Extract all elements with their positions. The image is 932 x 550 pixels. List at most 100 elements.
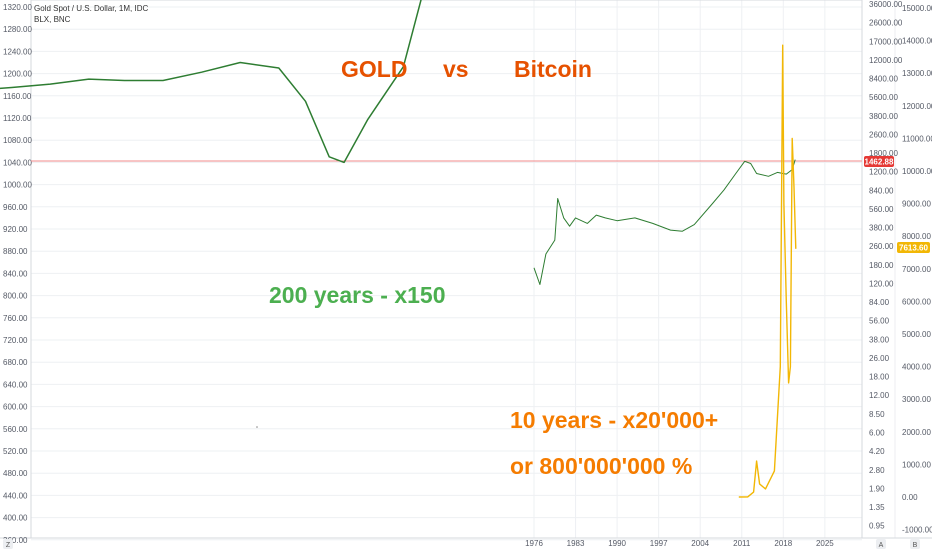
log-axis-tick-label: 12.00	[869, 391, 890, 400]
log-axis-tick-label: 1.35	[869, 503, 885, 512]
time-axis-tick-label: 1983	[567, 539, 585, 548]
title-gold: GOLD	[341, 56, 407, 82]
log-axis-tick-label: 26000.00	[869, 19, 903, 28]
left-axis-tick-label: 1240.00	[3, 47, 32, 56]
log-axis-tick-label: 26.00	[869, 354, 890, 363]
left-price-axis: 1320.00 1280.00 1240.00 1200.00 1160.00 1120.…	[3, 3, 32, 545]
right-axis-tick-label: 9000.00	[902, 200, 931, 209]
left-axis-tick-label: 1000.00	[3, 181, 32, 190]
left-axis-tick-label: 1120.00	[3, 114, 32, 123]
zoom-icon[interactable]: Z	[3, 539, 13, 549]
scale-settings-icon[interactable]: B	[910, 539, 920, 549]
left-axis-tick-label: 1160.00	[3, 92, 32, 101]
right-axis-tick-label: 13000.00	[902, 69, 932, 78]
left-axis-tick-label: 1040.00	[3, 158, 32, 167]
left-axis-tick-label: 640.00	[3, 380, 28, 389]
time-axis-tick-label: 2025	[816, 539, 834, 548]
log-axis-tick-label: 1.90	[869, 484, 885, 493]
left-axis-tick-label: 480.00	[3, 469, 28, 478]
bitcoin-line	[738, 44, 797, 498]
current-gold-price-tag: 1462.88	[864, 156, 894, 167]
log-axis-tick-label: 4.20	[869, 447, 885, 456]
time-axis-tick-label: 1976	[525, 539, 543, 548]
log-axis-tick-label: 2.80	[869, 466, 885, 475]
left-axis-tick-label: 400.00	[3, 514, 28, 523]
log-axis-tick-label: 12000.00	[869, 56, 903, 65]
left-axis-tick-label: 1200.00	[3, 70, 32, 79]
log-axis-tick-label: 8400.00	[869, 75, 898, 84]
left-axis-tick-label: 800.00	[3, 292, 28, 301]
symbol-title: Gold Spot / U.S. Dollar, 1M, IDC	[34, 4, 148, 13]
log-axis-tick-label: 56.00	[869, 317, 890, 326]
log-axis-tick-label: 1200.00	[869, 168, 898, 177]
log-price-axis: 36000.00 26000.00 17000.00 12000.00 8400.00 5…	[869, 0, 903, 531]
log-axis-tick-label: 36000.00	[869, 0, 903, 9]
bitcoin-percent-note: or 800'000'000 %	[510, 453, 692, 479]
time-axis-tick-label: 2018	[774, 539, 792, 548]
current-bitcoin-price: 7613.60	[899, 244, 928, 253]
right-axis-tick-label: 1000.00	[902, 460, 931, 469]
left-axis-tick-label: 960.00	[3, 203, 28, 212]
left-axis-tick-label: 1320.00	[3, 3, 32, 12]
log-axis-tick-label: 120.00	[869, 279, 894, 288]
time-axis-tick-label: 2011	[733, 539, 751, 548]
right-axis-tick-label: 8000.00	[902, 232, 931, 241]
right-axis-tick-label: 14000.00	[902, 37, 932, 46]
right-axis-tick-label: 6000.00	[902, 297, 931, 306]
left-axis-tick-label: 1080.00	[3, 136, 32, 145]
left-axis-tick-label: 360.00	[3, 536, 28, 545]
left-axis-tick-label: 1280.00	[3, 25, 32, 34]
left-axis-tick-label: 680.00	[3, 358, 28, 367]
log-axis-tick-label: 0.95	[869, 522, 885, 531]
log-axis-tick-label: 38.00	[869, 335, 890, 344]
right-price-axis: 15000.00 14000.00 13000.00 12000.00 11000.00…	[902, 4, 932, 535]
right-axis-tick-label: -1000.00	[902, 526, 932, 535]
log-axis-tick-label: 560.00	[869, 205, 894, 214]
left-axis-tick-label: 760.00	[3, 314, 28, 323]
right-axis-tick-label: 12000.00	[902, 102, 932, 111]
log-axis-tick-label: 840.00	[869, 186, 894, 195]
left-axis-tick-label: 600.00	[3, 403, 28, 412]
log-axis-tick-label: 260.00	[869, 242, 894, 251]
log-axis-tick-label: 6.00	[869, 428, 885, 437]
log-axis-tick-label: 2600.00	[869, 130, 898, 139]
log-axis-tick-label: 3800.00	[869, 112, 898, 121]
log-axis-tick-label: 180.00	[869, 261, 894, 270]
left-axis-tick-label: 560.00	[3, 425, 28, 434]
right-axis-tick-label: 5000.00	[902, 330, 931, 339]
svg-text:A: A	[879, 542, 884, 549]
right-axis-tick-label: 10000.00	[902, 167, 932, 176]
log-axis-tick-label: 380.00	[869, 224, 894, 233]
right-axis-tick-label: 2000.00	[902, 428, 931, 437]
left-axis-tick-label: 720.00	[3, 336, 28, 345]
compare-symbols: BLX, BNC	[34, 15, 71, 24]
svg-text:Z: Z	[6, 542, 11, 549]
log-axis-tick-label: 18.00	[869, 373, 890, 382]
bitcoin-growth-note: 10 years - x20'000+	[510, 407, 718, 433]
gold-growth-note: 200 years - x150	[269, 282, 446, 308]
log-axis-tick-label: 5600.00	[869, 93, 898, 102]
log-axis-tick-label: 8.50	[869, 410, 885, 419]
left-axis-tick-label: 880.00	[3, 247, 28, 256]
time-axis-tick-label: 1997	[650, 539, 668, 548]
current-gold-price: 1462.88	[865, 158, 894, 167]
right-axis-tick-label: 3000.00	[902, 395, 931, 404]
series-layer	[0, 0, 797, 498]
right-axis-tick-label: 0.00	[902, 493, 918, 502]
title-vs: vs	[443, 56, 469, 82]
right-axis-tick-label: 11000.00	[902, 134, 932, 143]
right-axis-tick-label: 7000.00	[902, 265, 931, 274]
log-axis-tick-label: 1800.00	[869, 149, 898, 158]
log-axis-tick-label: 17000.00	[869, 37, 903, 46]
left-axis-tick-label: 840.00	[3, 269, 28, 278]
stray-dot	[256, 426, 258, 428]
auto-scale-icon[interactable]: A	[876, 539, 886, 549]
left-axis-tick-label: 520.00	[3, 447, 28, 456]
time-axis-tick-label: 2004	[691, 539, 709, 548]
svg-text:B: B	[913, 542, 918, 549]
right-axis-tick-label: 15000.00	[902, 4, 932, 13]
time-axis: 1976 1983 1990 1997 2004 2011 2018 2025	[525, 539, 834, 548]
left-axis-tick-label: 440.00	[3, 491, 28, 500]
left-axis-tick-label: 920.00	[3, 225, 28, 234]
